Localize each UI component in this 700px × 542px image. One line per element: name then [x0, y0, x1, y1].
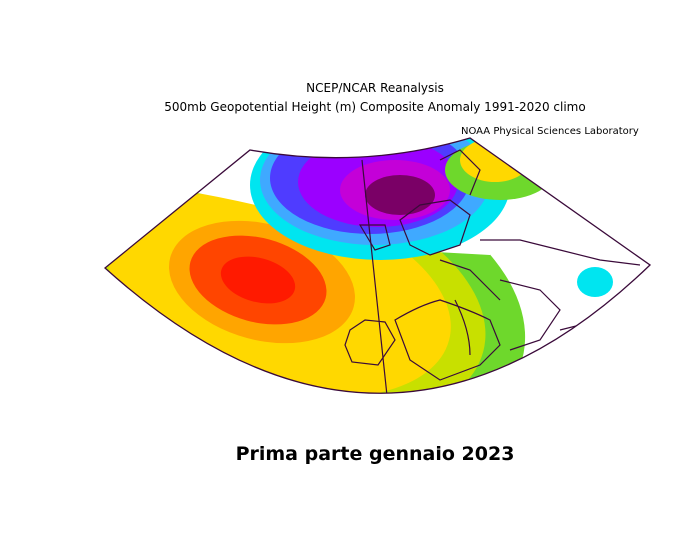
map-title: NCEP/NCAR Reanalysis — [306, 81, 444, 95]
map-border — [104, 137, 652, 394]
map-subtitle: 500mb Geopotential Height (m) Composite … — [164, 100, 585, 114]
anomaly-map — [105, 138, 650, 394]
caption: Prima parte gennaio 2023 — [236, 443, 515, 465]
credit: NOAA Physical Sciences Laboratory — [461, 126, 639, 137]
